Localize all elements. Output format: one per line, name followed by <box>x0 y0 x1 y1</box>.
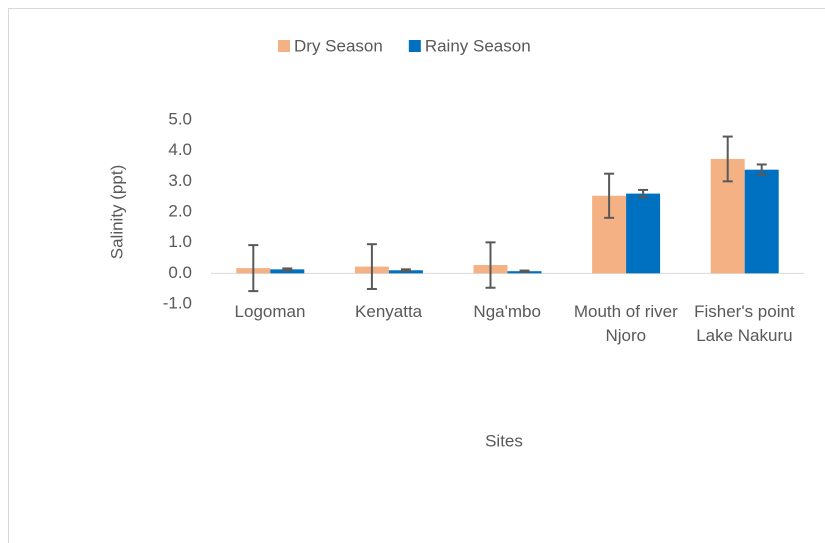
error-bar <box>638 188 649 199</box>
legend-swatch <box>408 40 421 52</box>
chart-border <box>8 8 825 543</box>
error-bar <box>756 163 767 176</box>
error-bar <box>519 269 530 273</box>
y-tick-label: 2.0 <box>168 201 192 220</box>
x-tick-label: Mouth of river Njoro <box>573 302 678 345</box>
bar <box>270 269 305 274</box>
error-bar <box>485 241 496 289</box>
x-tick-label: Kenyatta <box>355 302 423 321</box>
error-bar <box>282 267 293 272</box>
error-bar <box>248 244 259 293</box>
legend-label: Rainy Season <box>425 36 531 55</box>
x-axis-title: Sites <box>485 431 523 450</box>
y-tick-label: 4.0 <box>168 140 192 159</box>
y-tick-label: -1.0 <box>163 293 192 312</box>
x-tick-label: Nga'mbo <box>473 302 541 321</box>
y-tick-label: 5.0 <box>168 109 192 128</box>
bar <box>744 169 779 274</box>
y-tick-label: 1.0 <box>168 232 192 251</box>
error-bar <box>400 268 411 273</box>
bar <box>626 193 661 274</box>
legend-swatch <box>278 40 290 52</box>
error-bar <box>722 135 733 183</box>
x-tick-label: Logoman <box>234 302 306 321</box>
y-axis-title: Salinity (ppt) <box>107 165 126 259</box>
error-bar <box>366 243 377 290</box>
y-tick-label: 0.0 <box>168 263 192 282</box>
x-tick-label: Fisher's point Lake Nakuru <box>694 302 795 345</box>
error-bar <box>604 172 615 219</box>
y-tick-label: 3.0 <box>168 171 192 190</box>
legend-label: Dry Season <box>294 36 383 55</box>
